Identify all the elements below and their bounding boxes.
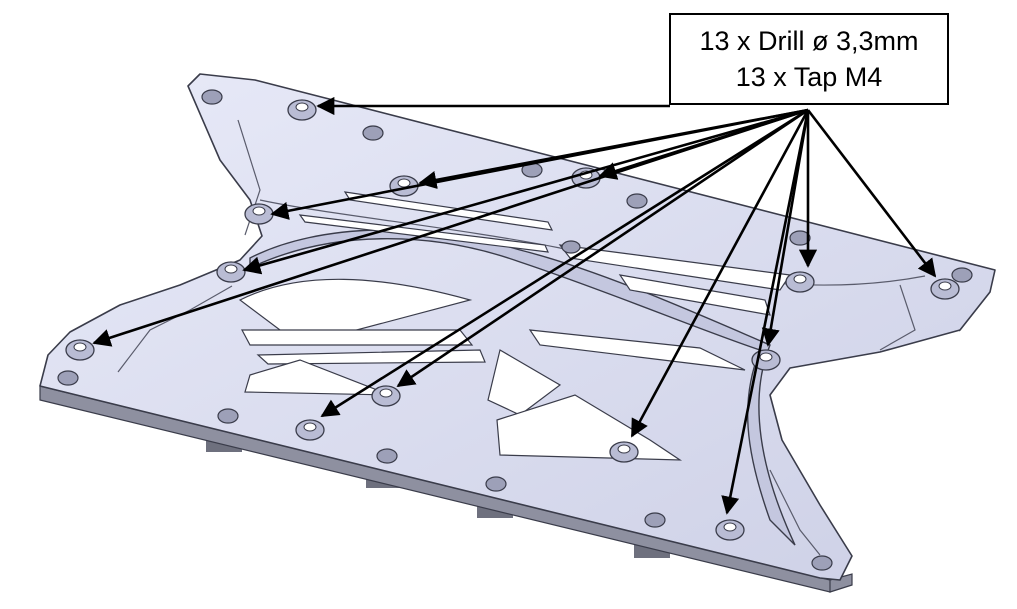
leader-arrow <box>396 108 809 388</box>
tapped-boss <box>751 349 781 371</box>
leader-arrow <box>270 108 809 220</box>
tapped-boss <box>65 339 95 361</box>
through-hole <box>644 512 666 528</box>
leader-arrow <box>630 109 810 438</box>
through-hole <box>789 230 811 246</box>
through-hole <box>201 89 223 105</box>
callout-drill-text: 13 x Drill ø 3,3mm <box>699 26 919 56</box>
through-hole <box>362 125 384 141</box>
through-hole <box>626 193 648 209</box>
tapped-boss <box>371 385 401 407</box>
through-hole <box>57 370 79 386</box>
leader-arrow <box>806 109 937 278</box>
tapped-bosses <box>65 99 960 541</box>
tapped-boss <box>930 278 960 300</box>
leader-arrow <box>242 108 809 275</box>
tapped-boss <box>609 441 639 463</box>
through-hole <box>951 267 973 283</box>
tapped-boss <box>244 203 274 225</box>
leader-arrows <box>92 96 937 515</box>
through-hole <box>561 240 581 254</box>
drill-tap-callout: 13 x Drill ø 3,3mm 13 x Tap M4 <box>669 13 949 105</box>
tapped-boss <box>715 519 745 541</box>
through-hole <box>811 555 833 571</box>
callout-tap-text: 13 x Tap M4 <box>735 62 883 92</box>
leader-arrow <box>320 108 809 418</box>
leader-arrow <box>721 109 810 515</box>
leader-arrow <box>92 108 809 347</box>
through-holes <box>57 89 973 571</box>
tapped-boss <box>287 99 317 121</box>
through-hole <box>217 408 239 424</box>
tapped-boss <box>295 419 325 441</box>
tapped-boss <box>785 271 815 293</box>
tapped-boss <box>216 261 246 283</box>
through-hole <box>376 448 398 464</box>
through-hole <box>485 476 507 492</box>
plate-body <box>39 73 996 581</box>
plate-cutouts <box>238 191 792 461</box>
